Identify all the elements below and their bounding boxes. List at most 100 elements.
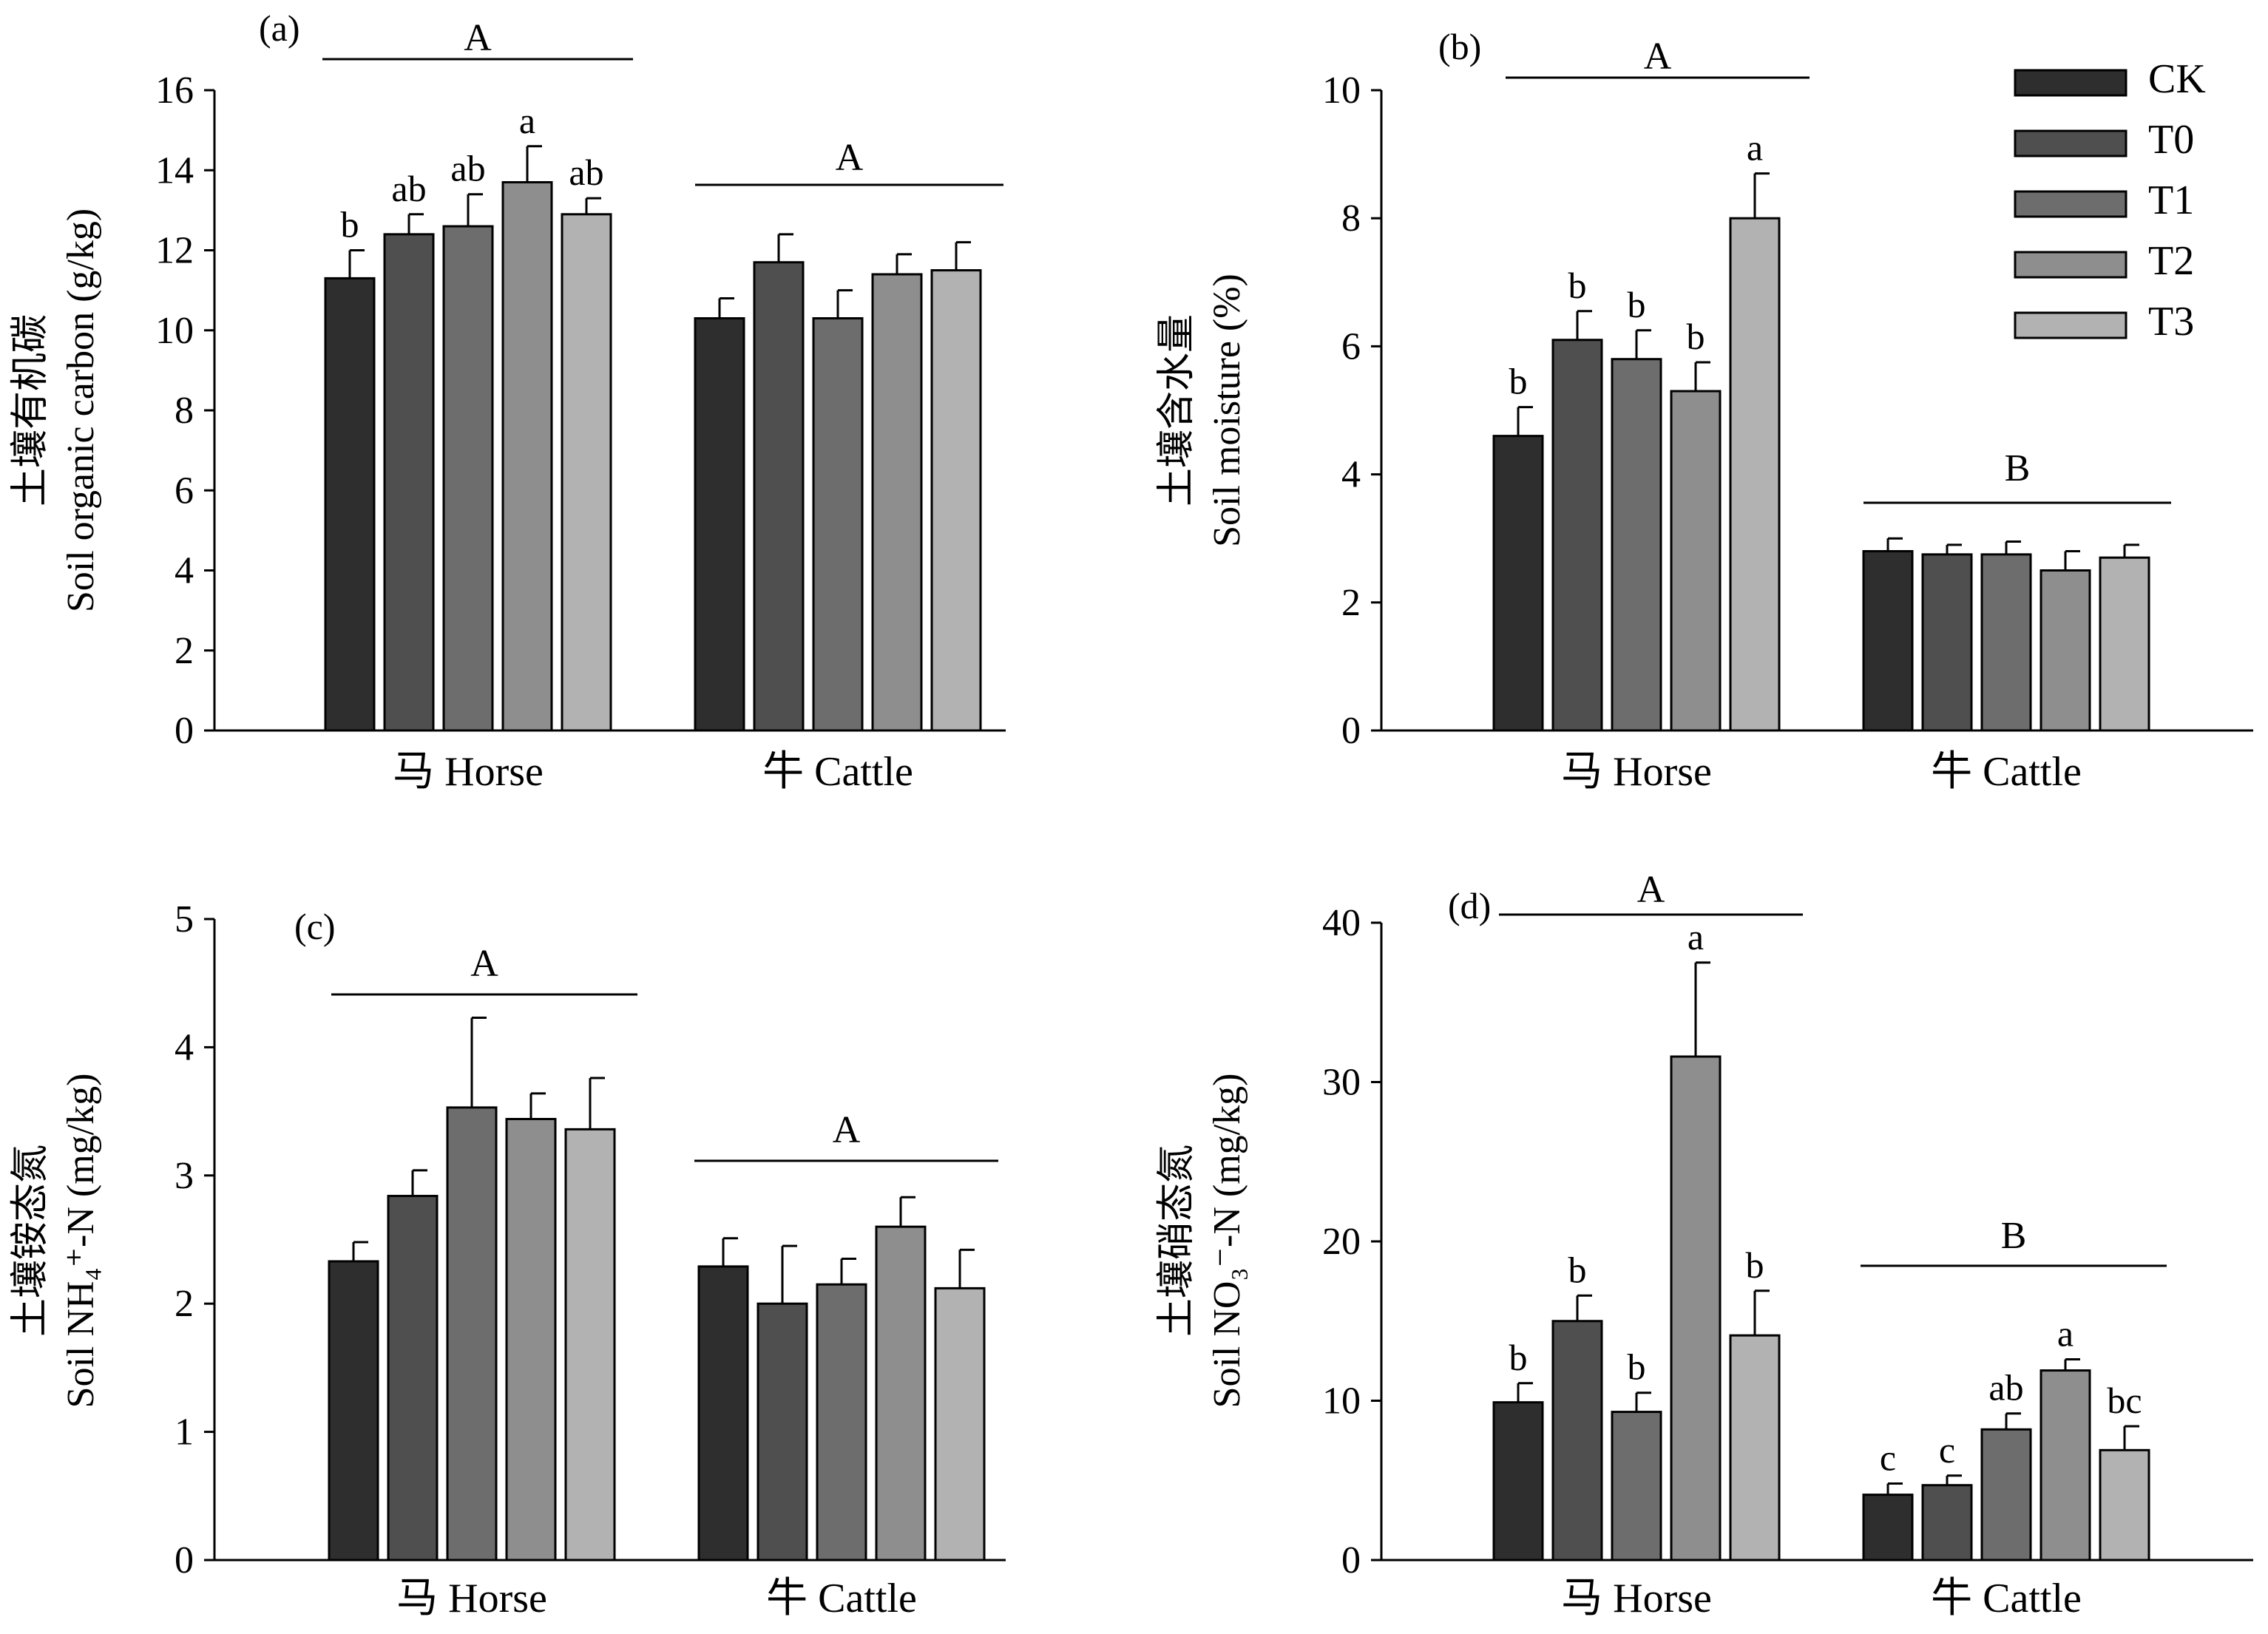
bar-T0: [1551, 1320, 1603, 1562]
significance-letter: b: [1628, 284, 1646, 325]
y-tick-label: 1: [175, 1411, 194, 1454]
y-tick-label: 2: [175, 630, 194, 672]
y-tick-label: 12: [155, 230, 194, 272]
significance-letter: a: [2057, 1312, 2074, 1354]
bar-T3: [561, 213, 612, 732]
y-tick-label: 4: [175, 1026, 194, 1068]
x-group-label: 马 Horse: [396, 1576, 547, 1621]
bar-T2: [1670, 1055, 1722, 1562]
legend-label: T3: [2148, 299, 2194, 345]
significance-letter: b: [1509, 361, 1528, 402]
x-group-label: 牛 Cattle: [1931, 1576, 2082, 1621]
bar-T3: [2099, 556, 2150, 732]
legend-swatch-T2: [2014, 251, 2127, 279]
bar-T3: [2099, 1448, 2150, 1562]
significance-letter: b: [1628, 1346, 1646, 1388]
significance-letter: b: [341, 204, 359, 245]
y-axis-title-cn: 土壤含水量: [1156, 314, 1198, 506]
y-tick-label: 8: [1341, 197, 1361, 240]
y-tick-label: 10: [1322, 1380, 1361, 1423]
panel-label: (c): [294, 906, 336, 947]
y-tick-label: 40: [1322, 902, 1361, 944]
bar-T1: [1980, 553, 2032, 732]
significance-letter: c: [1880, 1437, 1896, 1479]
y-tick-label: 30: [1322, 1062, 1361, 1104]
bar-T3: [934, 1286, 986, 1562]
legend-label: T0: [2148, 117, 2194, 163]
y-axis-title-en: Soil NH₄⁺-N (mg/kg): [60, 1074, 102, 1408]
bar-T3: [1729, 217, 1781, 732]
bar-T0: [1551, 339, 1603, 732]
y-tick-label: 6: [175, 469, 194, 512]
y-tick-label: 20: [1322, 1221, 1361, 1263]
group-letter: A: [464, 17, 492, 59]
y-axis-title-cn: 土壤有机碳: [10, 314, 52, 506]
bar-CK: [1862, 1494, 1914, 1562]
x-group-label: 马 Horse: [1561, 749, 1712, 795]
bar-CK: [694, 317, 745, 732]
bar-T3: [1729, 1334, 1781, 1562]
y-tick-label: 14: [155, 149, 194, 191]
panel-c: 0 1 2 3 4 5 (c) 土壤铵态氮 Soil NH₄⁺-N (mg/kg) 马 Horse…: [10, 898, 1006, 1621]
bar-T3: [564, 1128, 616, 1562]
y-axis-title-cn: 土壤硝态氮: [1156, 1145, 1198, 1337]
x-group-label: 马 Horse: [393, 749, 544, 795]
y-tick-label: 3: [175, 1155, 194, 1197]
bar-T0: [1921, 553, 1973, 732]
x-group-label: 马 Horse: [1561, 1576, 1712, 1621]
significance-letter: b: [1687, 316, 1705, 357]
group-letter: A: [836, 137, 864, 179]
bar-T2: [871, 273, 923, 732]
significance-letter: a: [519, 100, 535, 141]
legend-swatch-CK: [2014, 69, 2127, 97]
y-tick-label: 0: [1341, 1539, 1361, 1582]
y-tick-label: 2: [1341, 582, 1361, 624]
y-tick-label: 2: [175, 1283, 194, 1325]
legend-label: T1: [2148, 177, 2194, 223]
y-axis-title-en: Soil NO₃⁻-N (mg/kg): [1206, 1074, 1248, 1408]
group-letter: A: [1637, 869, 1665, 911]
y-axis-title-en: Soil organic carbon (g/kg): [60, 209, 102, 612]
y-tick-label: 16: [155, 70, 194, 112]
bar-T2: [501, 180, 553, 732]
significance-letter: b: [1746, 1244, 1764, 1286]
y-tick-label: 4: [1341, 454, 1361, 496]
significance-letter: b: [1509, 1337, 1528, 1378]
bar-T1: [1980, 1428, 2032, 1562]
y-tick-label: 6: [1341, 325, 1361, 367]
group-letter: A: [1644, 35, 1672, 78]
y-axis-title-cn: 土壤铵态氮: [10, 1145, 52, 1337]
bar-CK: [697, 1265, 749, 1562]
x-group-label: 牛 Cattle: [762, 749, 913, 795]
bar-CK: [1492, 435, 1544, 732]
x-group-label: 牛 Cattle: [1931, 749, 2082, 795]
legend-label: CK: [2148, 56, 2206, 102]
significance-letter: ab: [450, 148, 485, 189]
y-tick-label: 0: [1341, 710, 1361, 752]
group-letter: B: [2001, 1215, 2027, 1257]
bar-T1: [1611, 358, 1662, 732]
legend-swatch-T0: [2014, 129, 2127, 157]
bar-T2: [1670, 390, 1722, 732]
legend-swatch-T1: [2014, 190, 2127, 218]
bar-T0: [1921, 1484, 1973, 1562]
legend: CK T0 T1 T2 T3: [2014, 56, 2206, 345]
bar-CK: [1492, 1401, 1544, 1562]
group-letter: B: [2005, 447, 2031, 489]
y-tick-label: 8: [175, 390, 194, 432]
bar-T1: [816, 1283, 867, 1562]
bar-T2: [875, 1225, 927, 1562]
y-tick-label: 0: [175, 710, 194, 752]
significance-letter: bc: [2107, 1380, 2142, 1421]
bar-CK: [328, 1260, 379, 1562]
panel-label: (a): [259, 7, 300, 49]
y-tick-label: 10: [1322, 70, 1361, 112]
bar-T2: [2039, 1369, 2091, 1562]
significance-letter: b: [1568, 265, 1587, 306]
bar-T0: [756, 1302, 808, 1562]
y-axis-title-en: Soil moisture (%): [1206, 274, 1248, 547]
significance-letter: a: [1688, 916, 1704, 957]
bar-CK: [1862, 550, 1914, 732]
